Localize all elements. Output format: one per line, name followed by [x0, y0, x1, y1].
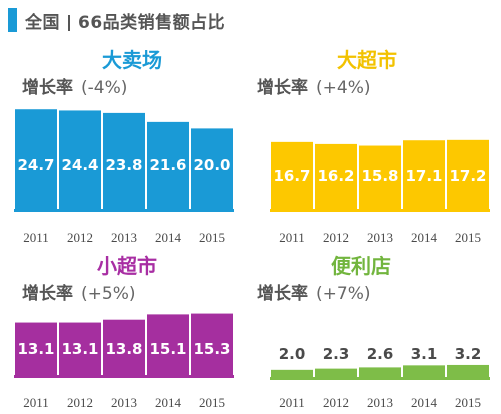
bar-value-label: 17.1 — [405, 167, 442, 185]
header: 全国 66品类销售额占比 — [8, 6, 225, 34]
bar-value-label: 15.8 — [361, 167, 398, 185]
x-tick-label: 2015 — [199, 395, 225, 410]
growth-label: 增长率 — [22, 284, 73, 304]
chart-small-supermarket: 13.1 2011 13.1 2012 13.8 2013 15.1 2014 15.3 2015 — [14, 306, 234, 410]
bar-value-label: 2.3 — [323, 345, 350, 363]
bar-value-label: 24.7 — [17, 156, 54, 174]
chart-title-supermarket: 大超市 — [337, 48, 397, 72]
x-tick-label: 2012 — [323, 395, 349, 410]
bar-value-label: 13.8 — [105, 340, 142, 358]
bar-value-label: 15.3 — [193, 340, 230, 358]
x-tick-label: 2011 — [23, 230, 49, 245]
bar-2014 — [147, 121, 189, 210]
chart-hypermarket: 24.7 2011 24.4 2012 23.8 2013 21.6 2014 20.0 2015 — [14, 100, 234, 252]
growth-value: (-4%) — [81, 78, 128, 98]
x-tick-label: 2015 — [455, 395, 481, 410]
growth-label: 增长率 — [257, 284, 308, 304]
growth-row-convenience-store: 增长率 (+7%) — [257, 279, 370, 304]
bar-2013 — [359, 145, 401, 210]
bar-2013 — [103, 112, 145, 210]
title-separator — [68, 14, 70, 31]
growth-value: (+4%) — [316, 78, 371, 98]
page-title: 全国 66品类销售额占比 — [25, 8, 225, 33]
chart-svg-supermarket: 16.7 2011 16.2 2012 15.8 2013 17.1 2014 17.2 2015 — [270, 139, 490, 245]
growth-label: 增长率 — [22, 78, 73, 98]
growth-label: 增长率 — [257, 78, 308, 98]
bar-2014 — [147, 314, 189, 376]
x-tick-label: 2012 — [67, 395, 93, 410]
bar-2012 — [315, 143, 357, 210]
bar-2011 — [15, 322, 57, 376]
header-accent-bar — [8, 8, 17, 32]
bar-value-label: 16.7 — [273, 167, 310, 185]
bar-value-label: 3.2 — [455, 345, 482, 363]
x-tick-label: 2013 — [367, 230, 393, 245]
bar-2014 — [403, 365, 445, 378]
chart-title-small-supermarket: 小超市 — [97, 254, 157, 278]
bar-value-label: 2.0 — [279, 345, 306, 363]
bar-2012 — [315, 368, 357, 378]
bar-value-label: 21.6 — [149, 156, 186, 174]
bar-value-label: 23.8 — [105, 156, 142, 174]
bar-2012 — [59, 110, 101, 210]
growth-row-small-supermarket: 增长率 (+5%) — [22, 279, 135, 304]
x-tick-label: 2013 — [367, 395, 393, 410]
bar-2015 — [447, 139, 489, 210]
x-tick-label: 2015 — [455, 230, 481, 245]
growth-value: (+7%) — [316, 284, 371, 304]
x-tick-label: 2012 — [323, 230, 349, 245]
x-tick-label: 2012 — [67, 230, 93, 245]
bar-value-label: 13.1 — [17, 340, 54, 358]
bar-2014 — [403, 140, 445, 210]
bar-2011 — [271, 369, 313, 378]
chart-svg-hypermarket: 24.7 2011 24.4 2012 23.8 2013 21.6 2014 20.0 2015 — [14, 109, 234, 245]
bar-value-label: 3.1 — [411, 345, 438, 363]
bar-2015 — [191, 313, 233, 376]
x-tick-label: 2014 — [155, 230, 182, 245]
bar-value-label: 24.4 — [61, 156, 98, 174]
growth-value: (+5%) — [81, 284, 136, 304]
x-tick-label: 2013 — [111, 395, 137, 410]
bar-2015 — [447, 364, 489, 378]
bar-value-label: 15.1 — [149, 340, 186, 358]
growth-row-supermarket: 增长率 (+4%) — [257, 73, 370, 98]
chart-svg-small-supermarket: 13.1 2011 13.1 2012 13.8 2013 15.1 2014 15.3 2015 — [14, 313, 234, 410]
bar-2013 — [103, 319, 145, 376]
bar-2015 — [191, 128, 233, 210]
x-tick-label: 2011 — [23, 395, 49, 410]
x-tick-label: 2014 — [411, 395, 438, 410]
chart-convenience-store: 2.0 2011 2.3 2012 2.6 2013 3.1 2014 3.2 2015 — [270, 306, 490, 410]
bar-value-label: 2.6 — [367, 345, 394, 363]
bar-value-label: 13.1 — [61, 340, 98, 358]
chart-supermarket: 16.7 2011 16.2 2012 15.8 2013 17.1 2014 17.2 2015 — [270, 100, 490, 252]
x-tick-label: 2015 — [199, 230, 225, 245]
chart-svg-convenience-store: 2.0 2011 2.3 2012 2.6 2013 3.1 2014 3.2 2015 — [270, 345, 490, 410]
bar-value-label: 16.2 — [317, 167, 354, 185]
chart-title-convenience-store: 便利店 — [331, 254, 391, 278]
growth-row-hypermarket: 增长率 (-4%) — [22, 73, 127, 98]
x-tick-label: 2014 — [155, 395, 182, 410]
title-region: 全国 — [25, 12, 60, 33]
x-tick-label: 2014 — [411, 230, 438, 245]
title-subject: 66品类销售额占比 — [78, 12, 226, 33]
bar-value-label: 20.0 — [193, 156, 230, 174]
bar-2013 — [359, 367, 401, 378]
chart-title-hypermarket: 大卖场 — [102, 48, 162, 72]
bar-2011 — [271, 141, 313, 210]
x-tick-label: 2011 — [279, 395, 305, 410]
bar-value-label: 17.2 — [449, 167, 486, 185]
x-tick-label: 2013 — [111, 230, 137, 245]
bar-2012 — [59, 322, 101, 376]
x-tick-label: 2011 — [279, 230, 305, 245]
bar-2011 — [15, 109, 57, 210]
